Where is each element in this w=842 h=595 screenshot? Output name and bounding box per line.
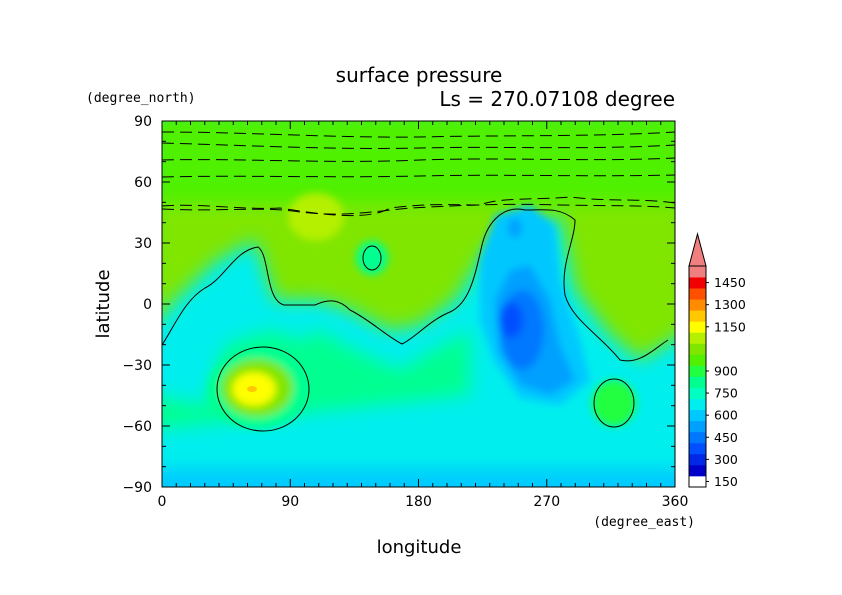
colorbar-swatch [689,376,706,388]
colorbar-extend-arrow [688,232,707,267]
x-tick-label: 180 [405,494,432,510]
contour-dashed-1 [162,131,675,138]
region-hellas-peak [247,386,257,392]
region-north-polar-cap [162,121,675,205]
y-tick-label: 0 [143,297,152,313]
colorbar-label: 300 [714,452,738,467]
region-tharsis-core [499,302,523,338]
region-utopia [288,193,344,241]
region-olympus [508,218,522,238]
colorbar-swatch [689,354,706,366]
colorbar-swatch [689,288,706,300]
pressure-field [162,121,675,487]
x-tick-label: 270 [533,494,560,510]
colorbar-swatch [689,442,706,455]
colorbar-label: 1150 [714,319,746,334]
colorbar-label: 600 [714,408,738,423]
y-tick-label: 60 [134,175,152,191]
colorbar-label: 450 [714,430,738,445]
y-tick-label: −90 [122,480,152,496]
x-tick-label: 90 [281,494,299,510]
colorbar-swatch [689,310,706,322]
contour-dashed-3 [162,157,675,162]
x-axis-label: longitude [377,537,462,558]
colorbar-swatch [689,365,706,377]
contour-dashed-2 [162,142,675,149]
colorbar-swatch [689,398,706,411]
colorbar-label: 1300 [714,297,746,312]
colorbar-swatch [689,332,706,344]
colorbar-swatch [689,420,706,433]
contour-hellas [216,346,310,432]
colorbar-swatch [689,321,706,333]
chart-title: surface pressure [336,63,503,87]
region-argyre [592,380,636,426]
contour-dashed-4 [162,174,675,178]
contour-elysium [362,245,382,271]
x-tick-label: 0 [158,494,167,510]
colorbar-swatch [689,453,706,466]
y-tick-label: 30 [134,236,152,252]
colorbar: 150 300 450 600 750 900 1150 1300 1450 [688,232,746,489]
colorbar-swatch [689,343,706,355]
colorbar-label: 1450 [714,275,746,290]
colorbar-label: 750 [714,386,738,401]
colorbar-swatch [689,475,706,488]
colorbar-swatch [689,431,706,444]
contour-dashed-5 [162,196,675,217]
colorbar-swatch [689,277,706,289]
y-tick-label: −30 [122,358,152,374]
contour-argyre [593,378,635,428]
chart-subtitle: Ls = 270.07108 degree [439,87,675,111]
x-tick-label: 360 [662,494,689,510]
x-unit-label: (degree_east) [593,515,695,530]
colorbar-label: 150 [714,474,738,489]
y-tick-label: 90 [134,114,152,130]
colorbar-swatch [689,387,706,399]
axes: 0 90 180 270 360 90 60 30 0 −30 −60 −90 [122,114,688,510]
y-unit-label: (degree_north) [86,91,196,106]
y-tick-label: −60 [122,419,152,435]
contour-lines [162,131,675,432]
contour-main [162,208,669,362]
colorbar-swatch [689,299,706,311]
contour-dashed-group [162,131,675,217]
colorbar-swatch [689,409,706,422]
region-elysium [356,241,388,275]
colorbar-frame [688,265,707,488]
y-axis-label: latitude [93,269,114,338]
colorbar-label: 900 [714,363,738,378]
colorbar-swatch [689,266,706,278]
colorbar-swatch [689,464,706,477]
contour-dashed-6 [162,203,675,215]
